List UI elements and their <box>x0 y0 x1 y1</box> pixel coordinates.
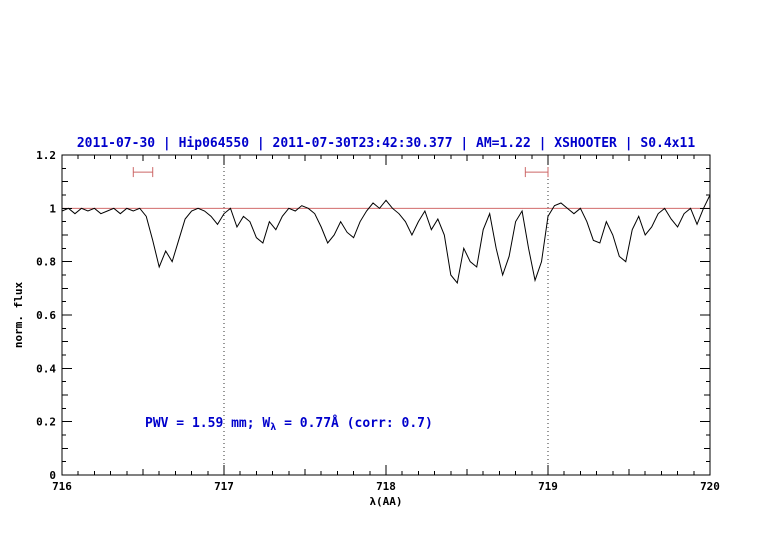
guide-lines-layer <box>62 155 710 475</box>
x-tick-label: 720 <box>700 480 720 493</box>
axes-layer: 716 717 718 719 720 0 0.2 0.4 0.6 0.8 1 1.2 <box>36 149 720 493</box>
x-axis-label: λ(AA) <box>369 495 402 508</box>
y-axis-label: norm. flux <box>12 282 25 349</box>
y-tick-label: 0 <box>49 469 56 482</box>
spectrum-line <box>61 194 711 285</box>
y-tick-label: 1.2 <box>36 149 56 162</box>
plot-title: 2011-07-30 | Hip064550 | 2011-07-30T23:4… <box>77 136 695 151</box>
data-layer <box>61 167 711 285</box>
y-tick-label: 0.4 <box>36 362 56 375</box>
pwv-annotation-post: = 0.77Å (corr: 0.7) <box>276 415 433 431</box>
y-tick-label: 1 <box>49 202 56 215</box>
y-tick-label: 0.8 <box>36 256 56 269</box>
plot-frame <box>61 154 711 476</box>
x-tick-label: 717 <box>214 480 234 493</box>
x-tick-label: 719 <box>538 480 558 493</box>
y-tick-label: 0.2 <box>36 416 56 429</box>
y-tick-label: 0.6 <box>36 309 56 322</box>
x-tick-label: 716 <box>52 480 72 493</box>
pwv-annotation: PWV = 1.59 mm; Wλ = 0.77Å (corr: 0.7) <box>145 415 433 433</box>
pwv-annotation-pre: PWV = 1.59 mm; W <box>145 416 270 431</box>
x-tick-label: 718 <box>376 480 396 493</box>
pwv-annotation-subscript: λ <box>270 422 276 433</box>
